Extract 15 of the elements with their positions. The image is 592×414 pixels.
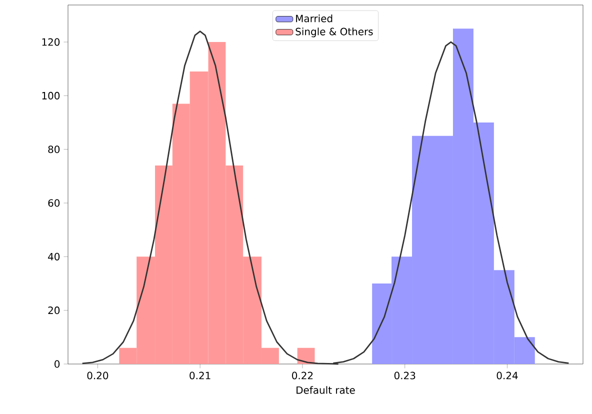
y-tick-label: 0 — [54, 360, 60, 368]
x-tick-label: 0.20 — [87, 372, 108, 380]
x-tick-label: 0.24 — [496, 372, 518, 380]
y-tick-label: 120 — [42, 38, 60, 46]
y-tick-label: 60 — [48, 199, 60, 207]
y-tick-label: 100 — [42, 92, 60, 100]
y-tick-label: 40 — [48, 252, 60, 260]
x-tick-label: 0.23 — [394, 372, 416, 380]
x-tick-label: 0.21 — [190, 372, 210, 380]
y-tick-label: 80 — [48, 146, 60, 154]
y-tick-label: 20 — [48, 306, 60, 314]
x-tick-label: 0.22 — [292, 372, 313, 380]
legend-label: Single & Others — [296, 28, 373, 38]
legend-label: Married — [296, 14, 332, 22]
x-axis-title: Default rate — [296, 386, 355, 394]
